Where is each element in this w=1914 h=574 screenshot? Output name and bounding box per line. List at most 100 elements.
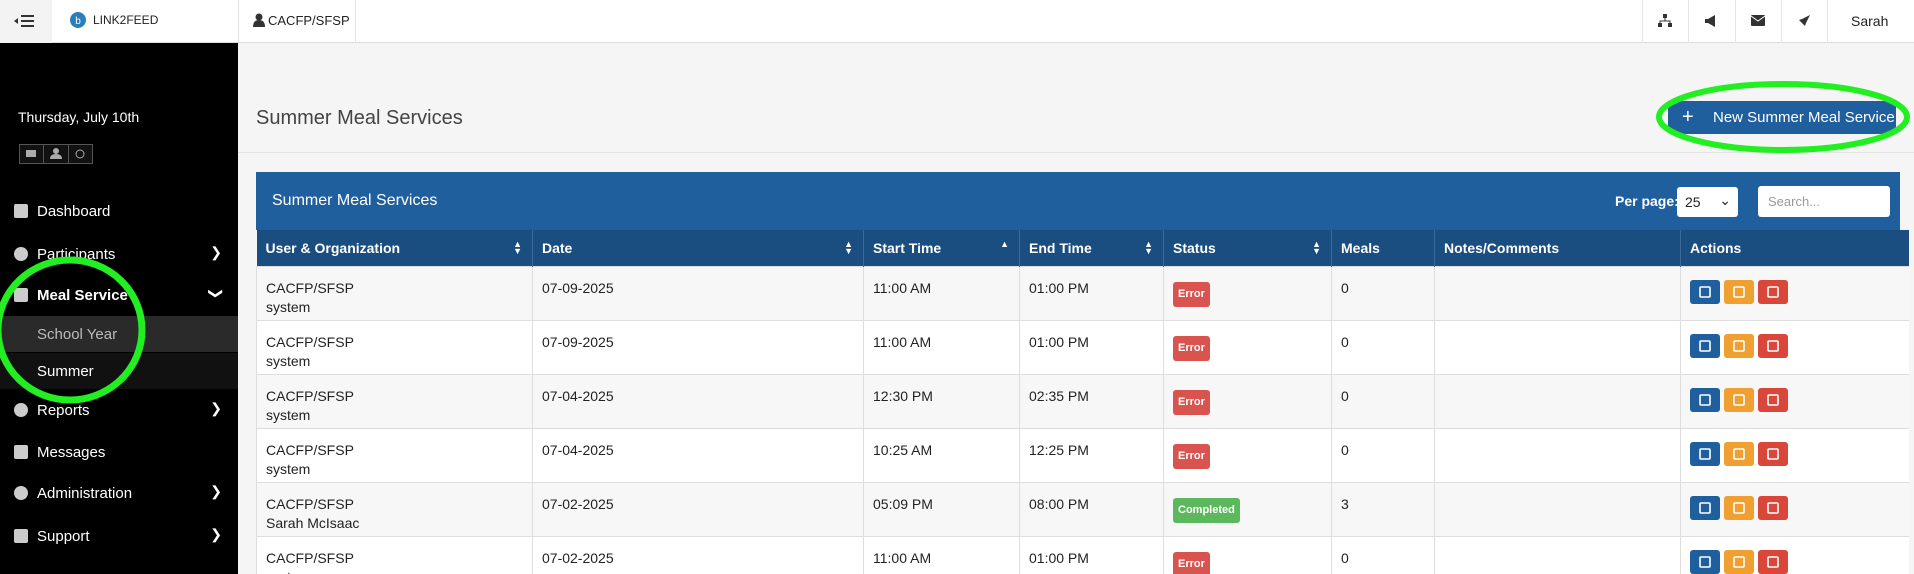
- view-button[interactable]: [1690, 387, 1720, 412]
- nav-icon: [14, 445, 28, 459]
- nav-label: Participants: [37, 246, 116, 263]
- notes-cell: [1434, 373, 1681, 429]
- menu-toggle[interactable]: [0, 0, 52, 43]
- user: system: [266, 460, 311, 477]
- nav-icon: [14, 403, 28, 417]
- delete-button[interactable]: [1758, 441, 1788, 466]
- nav-item[interactable]: Messages: [0, 434, 238, 470]
- nav-item[interactable]: Dashboard: [0, 193, 238, 229]
- view-button[interactable]: [1690, 333, 1720, 358]
- view-button[interactable]: [1690, 441, 1720, 466]
- table: User & Organization ▲ ▼ Date ▲ ▼ Start Time ▲ En…: [256, 230, 1909, 574]
- column-header: Notes/Comments: [1434, 230, 1681, 266]
- sort-icon: ▲ ▼: [513, 239, 522, 256]
- sort-icon: ▲ ▼: [1312, 239, 1321, 256]
- nav-item[interactable]: Meal Service ❯: [0, 277, 238, 313]
- nav-item[interactable]: Reports ❯: [0, 392, 238, 428]
- per-page-label: Per page:: [1615, 193, 1679, 209]
- start-cell: 12:30 PM: [863, 373, 1020, 429]
- delete-button[interactable]: [1758, 495, 1788, 520]
- delete-button[interactable]: [1758, 279, 1788, 304]
- nav-item[interactable]: Support ❯: [0, 518, 238, 554]
- org-chart-icon[interactable]: [1658, 14, 1672, 28]
- nav-label: Dashboard: [37, 203, 111, 220]
- status-badge: Error: [1173, 281, 1210, 307]
- date: Thursday, July 10th: [18, 109, 140, 125]
- user-name[interactable]: Sarah: [1851, 13, 1889, 29]
- user: system: [266, 568, 523, 574]
- user: system: [266, 298, 311, 315]
- table-wrap: User & Organization ▲ ▼ Date ▲ ▼ Start Time ▲ En…: [256, 230, 1909, 574]
- end-cell: 12:25 PM: [1019, 427, 1164, 483]
- rocket-icon[interactable]: [1797, 14, 1811, 28]
- status-cell: Error: [1163, 373, 1332, 429]
- announce-icon[interactable]: [1704, 14, 1718, 28]
- view-button[interactable]: [1690, 549, 1720, 574]
- nav-label: Reports: [37, 402, 90, 419]
- user-cell: CACFP/SFSP system: [256, 535, 533, 574]
- status-cell: Error: [1163, 535, 1332, 574]
- brand: LINK2FEED: [93, 13, 159, 27]
- edit-button[interactable]: [1724, 441, 1754, 466]
- quick-buttons[interactable]: [19, 144, 93, 164]
- column-header[interactable]: Status ▲ ▼: [1163, 230, 1332, 266]
- mail-icon[interactable]: [1751, 15, 1765, 27]
- date-cell: 07-09-2025: [532, 319, 864, 375]
- column-header[interactable]: User & Organization ▲ ▼: [256, 230, 533, 266]
- view-button[interactable]: [1690, 495, 1720, 520]
- status-cell: Error: [1163, 319, 1332, 375]
- table-row: CACFP/SFSP Sarah McIsaac 07-02-2025 05:09 P…: [256, 481, 1909, 537]
- actions-cell: [1680, 319, 1909, 375]
- organization: CACFP/SFSP: [266, 495, 354, 512]
- table-row: CACFP/SFSP system 07-09-2025 11:00 AM 01:00 …: [256, 319, 1909, 375]
- status-cell: Completed: [1163, 481, 1332, 537]
- notes-cell: [1434, 481, 1681, 537]
- user-cell: CACFP/SFSP system: [256, 427, 533, 483]
- meals-cell: 0: [1331, 427, 1435, 483]
- view-button[interactable]: [1690, 279, 1720, 304]
- per-page-select[interactable]: 25 ⌄: [1677, 187, 1738, 217]
- edit-button[interactable]: [1724, 549, 1754, 574]
- column-header[interactable]: Start Time ▲: [863, 230, 1020, 266]
- meals-cell: 0: [1331, 319, 1435, 375]
- notes-cell: [1434, 535, 1681, 574]
- new-button[interactable]: + New Summer Meal Service: [1668, 101, 1896, 134]
- edit-button[interactable]: [1724, 279, 1754, 304]
- delete-button[interactable]: [1758, 333, 1788, 358]
- edit-button[interactable]: [1724, 495, 1754, 520]
- organization: CACFP/SFSP: [266, 441, 354, 458]
- date-cell: 07-02-2025: [532, 481, 864, 537]
- delete-button[interactable]: [1758, 387, 1788, 412]
- actions-cell: [1680, 427, 1909, 483]
- start-cell: 11:00 AM: [863, 535, 1020, 574]
- panel-title: Summer Meal Services: [272, 192, 438, 209]
- search-input[interactable]: Search...: [1758, 186, 1890, 217]
- delete-button[interactable]: [1758, 549, 1788, 574]
- organization: CACFP/SFSP: [266, 333, 354, 350]
- user: system: [266, 352, 311, 369]
- organization: CACFP/SFSP: [266, 387, 354, 404]
- organization[interactable]: CACFP/SFSP: [268, 13, 350, 28]
- user: Sarah McIsaac: [266, 514, 360, 531]
- user: system: [266, 406, 311, 423]
- column-header[interactable]: Date ▲ ▼: [532, 230, 864, 266]
- edit-button[interactable]: [1724, 387, 1754, 412]
- meals-cell: 0: [1331, 265, 1435, 321]
- start-cell: 10:25 AM: [863, 427, 1020, 483]
- column-header[interactable]: End Time ▲ ▼: [1019, 230, 1164, 266]
- nav-item[interactable]: Administration ❯: [0, 475, 238, 511]
- nav-item[interactable]: School Year: [0, 316, 238, 352]
- edit-button[interactable]: [1724, 333, 1754, 358]
- end-cell: 01:00 PM: [1019, 535, 1164, 574]
- status-badge: Error: [1173, 335, 1210, 361]
- meals-cell: 0: [1331, 535, 1435, 574]
- user-icon: [253, 13, 265, 27]
- end-cell: 02:35 PM: [1019, 373, 1164, 429]
- actions-cell: [1680, 373, 1909, 429]
- panel-header: Summer Meal Services Per page: 25 ⌄ Searc…: [256, 172, 1900, 230]
- nav-item[interactable]: Participants ❯: [0, 236, 238, 272]
- nav-label: Meal Service: [37, 287, 128, 304]
- notes-cell: [1434, 319, 1681, 375]
- nav-item[interactable]: Summer: [0, 353, 238, 389]
